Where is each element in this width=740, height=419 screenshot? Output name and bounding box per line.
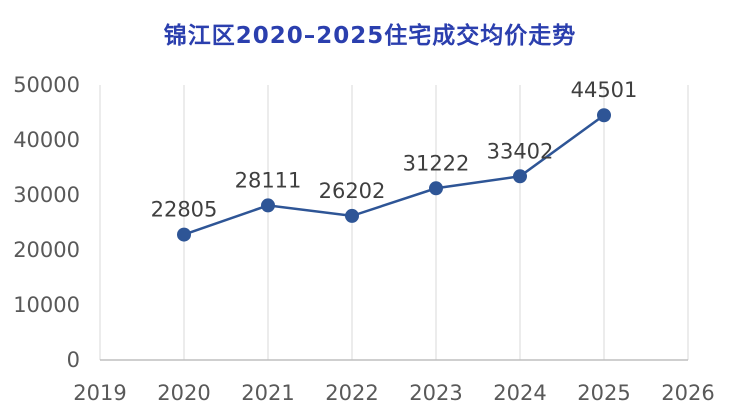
x-tick-label: 2026 [661,381,714,405]
x-tick-label: 2024 [493,381,546,405]
y-tick-label: 30000 [13,183,80,207]
data-label: 22805 [151,198,218,222]
data-point-marker [429,181,443,196]
y-tick-label: 50000 [13,73,80,97]
data-label: 28111 [235,168,302,192]
x-tick-label: 2025 [577,381,630,405]
x-tick-label: 2022 [325,381,378,405]
series-line [183,114,605,236]
data-point-marker [513,169,527,184]
data-label: 26202 [319,179,386,203]
data-point-marker [261,198,275,213]
x-tick-label: 2023 [409,381,462,405]
chart-title: 锦江区2020–2025住宅成交均价走势 [163,23,577,49]
x-tick-label: 2021 [241,381,294,405]
x-tick-label: 2020 [157,381,210,405]
data-point-marker [345,208,359,223]
y-tick-label: 40000 [13,128,80,152]
y-tick-label: 0 [67,348,80,372]
data-label: 44501 [571,78,638,102]
data-label: 31222 [403,151,470,175]
data-point-marker [177,227,191,242]
data-point-marker [597,108,611,123]
data-label: 33402 [487,139,554,163]
x-tick-label: 2019 [73,381,126,405]
y-tick-label: 10000 [13,293,80,317]
y-tick-label: 20000 [13,238,80,262]
